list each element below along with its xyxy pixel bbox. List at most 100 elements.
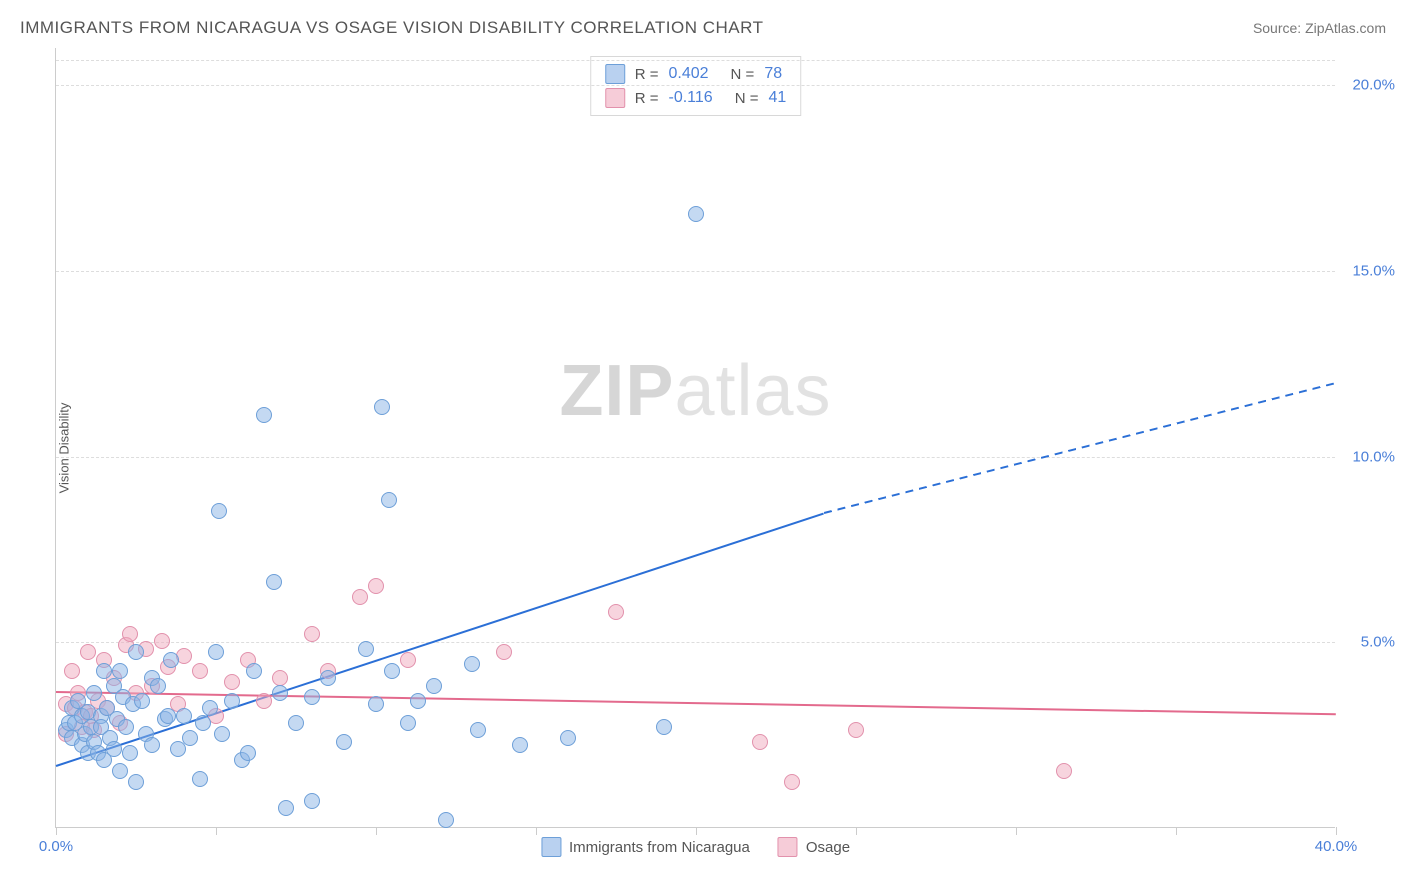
x-tick	[696, 827, 697, 835]
watermark-bold: ZIP	[559, 351, 674, 431]
x-tick	[1336, 827, 1337, 835]
x-tick	[56, 827, 57, 835]
x-tick-label: 0.0%	[39, 838, 73, 855]
scatter-point	[560, 730, 576, 746]
scatter-point	[118, 719, 134, 735]
gridline	[56, 271, 1335, 272]
gridline	[56, 642, 1335, 643]
scatter-point	[64, 663, 80, 679]
legend-label-blue: Immigrants from Nicaragua	[569, 839, 750, 856]
scatter-point	[304, 626, 320, 642]
legend-item-blue: Immigrants from Nicaragua	[541, 837, 750, 857]
legend-row-pink: R = -0.116 N = 41	[605, 86, 787, 110]
watermark-rest: atlas	[674, 351, 831, 431]
x-tick	[536, 827, 537, 835]
trendline	[824, 382, 1336, 514]
scatter-point	[106, 741, 122, 757]
legend-label-pink: Osage	[806, 839, 850, 856]
legend-r-label: R =	[635, 66, 659, 83]
scatter-point	[656, 719, 672, 735]
scatter-point	[384, 663, 400, 679]
scatter-point	[192, 663, 208, 679]
scatter-point	[512, 737, 528, 753]
scatter-point	[438, 812, 454, 828]
scatter-point	[320, 670, 336, 686]
scatter-point	[134, 693, 150, 709]
scatter-point	[154, 633, 170, 649]
scatter-point	[256, 407, 272, 423]
scatter-point	[224, 674, 240, 690]
scatter-point	[278, 800, 294, 816]
scatter-point	[128, 774, 144, 790]
scatter-point	[112, 763, 128, 779]
scatter-point	[688, 206, 704, 222]
y-tick-label: 15.0%	[1340, 262, 1395, 279]
scatter-point	[182, 730, 198, 746]
legend-n-pink: 41	[768, 89, 786, 107]
scatter-point	[288, 715, 304, 731]
trendline	[56, 512, 825, 766]
scatter-point	[368, 578, 384, 594]
scatter-point	[170, 741, 186, 757]
scatter-point	[160, 708, 176, 724]
scatter-point	[272, 670, 288, 686]
scatter-point	[368, 696, 384, 712]
scatter-point	[266, 574, 282, 590]
legend-swatch-pink	[605, 88, 625, 108]
scatter-point	[202, 700, 218, 716]
x-tick	[1176, 827, 1177, 835]
legend-item-pink: Osage	[778, 837, 850, 857]
scatter-point	[381, 492, 397, 508]
legend-swatch-blue	[541, 837, 561, 857]
scatter-point	[400, 652, 416, 668]
source-label: Source: ZipAtlas.com	[1253, 20, 1386, 36]
scatter-point	[214, 726, 230, 742]
legend-swatch-pink	[778, 837, 798, 857]
scatter-point	[192, 771, 208, 787]
scatter-point	[211, 503, 227, 519]
scatter-point	[374, 399, 390, 415]
legend-n-label: N =	[735, 90, 759, 107]
watermark: ZIPatlas	[559, 350, 831, 432]
scatter-point	[80, 644, 96, 660]
scatter-point	[256, 693, 272, 709]
legend-r-label: R =	[635, 90, 659, 107]
scatter-point	[208, 644, 224, 660]
scatter-point	[358, 641, 374, 657]
scatter-point	[224, 693, 240, 709]
x-tick	[856, 827, 857, 835]
scatter-point	[122, 745, 138, 761]
x-tick	[1016, 827, 1017, 835]
chart-title: IMMIGRANTS FROM NICARAGUA VS OSAGE VISIO…	[20, 18, 763, 38]
scatter-point	[410, 693, 426, 709]
scatter-point	[496, 644, 512, 660]
x-tick	[376, 827, 377, 835]
scatter-point	[96, 663, 112, 679]
scatter-point	[1056, 763, 1072, 779]
scatter-point	[426, 678, 442, 694]
y-tick-label: 10.0%	[1340, 448, 1395, 465]
plot-region: ZIPatlas R = 0.402 N = 78 R = -0.116 N =…	[55, 48, 1335, 828]
scatter-point	[352, 589, 368, 605]
scatter-point	[246, 663, 262, 679]
scatter-point	[848, 722, 864, 738]
scatter-point	[752, 734, 768, 750]
y-tick-label: 20.0%	[1340, 77, 1395, 94]
legend-swatch-blue	[605, 64, 625, 84]
scatter-point	[336, 734, 352, 750]
scatter-point	[304, 689, 320, 705]
gridline	[56, 60, 1335, 61]
gridline	[56, 457, 1335, 458]
scatter-point	[464, 656, 480, 672]
scatter-point	[784, 774, 800, 790]
legend-n-blue: 78	[764, 65, 782, 83]
scatter-point	[470, 722, 486, 738]
scatter-point	[400, 715, 416, 731]
scatter-point	[86, 685, 102, 701]
legend-n-label: N =	[731, 66, 755, 83]
scatter-point	[608, 604, 624, 620]
y-tick-label: 5.0%	[1340, 634, 1395, 651]
scatter-point	[195, 715, 211, 731]
chart-area: Vision Disability ZIPatlas R = 0.402 N =…	[50, 48, 1360, 848]
scatter-point	[144, 737, 160, 753]
